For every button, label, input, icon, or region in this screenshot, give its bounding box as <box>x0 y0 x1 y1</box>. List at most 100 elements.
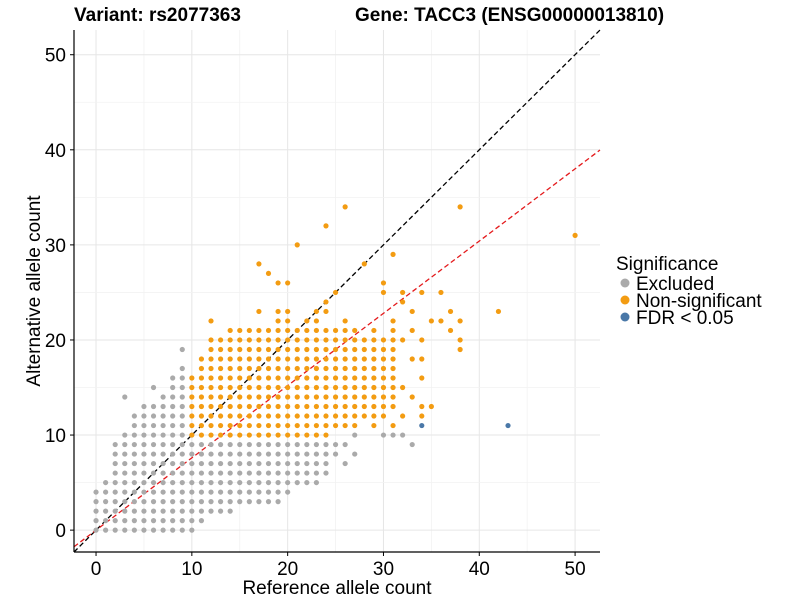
point-excluded <box>141 422 147 429</box>
point-non-significant <box>304 365 310 372</box>
point-excluded <box>141 460 147 467</box>
point-non-significant <box>227 394 233 400</box>
point-non-significant <box>256 422 262 429</box>
point-non-significant <box>246 394 252 400</box>
point-non-significant <box>265 337 272 343</box>
point-excluded <box>150 527 157 533</box>
point-excluded <box>131 527 137 533</box>
x-tick-label: 10 <box>181 559 202 580</box>
point-non-significant <box>457 318 463 324</box>
point-excluded <box>400 432 406 438</box>
point-excluded <box>112 489 118 495</box>
point-excluded <box>112 499 118 505</box>
point-non-significant <box>256 384 262 391</box>
point-excluded <box>170 460 176 467</box>
point-excluded <box>179 479 185 486</box>
point-non-significant <box>409 327 415 334</box>
point-non-significant <box>285 384 291 391</box>
point-non-significant <box>304 356 310 362</box>
point-non-significant <box>294 337 300 343</box>
point-non-significant <box>304 318 310 324</box>
point-non-significant <box>227 413 233 419</box>
point-excluded <box>208 508 214 514</box>
point-non-significant <box>361 403 367 410</box>
point-excluded <box>150 508 157 514</box>
point-non-significant <box>285 356 291 362</box>
point-excluded <box>103 499 109 505</box>
point-excluded <box>227 441 233 448</box>
legend: Significance ExcludedNon-significantFDR … <box>616 254 762 329</box>
point-non-significant <box>313 403 320 410</box>
point-excluded <box>237 460 243 467</box>
point-non-significant <box>246 327 252 334</box>
point-non-significant <box>361 375 367 381</box>
point-non-significant <box>189 403 195 410</box>
point-non-significant <box>380 384 387 391</box>
point-non-significant <box>323 384 329 391</box>
point-excluded <box>237 499 243 505</box>
point-non-significant <box>390 346 396 353</box>
point-non-significant <box>419 413 425 419</box>
point-excluded <box>246 451 252 457</box>
point-excluded <box>189 441 195 448</box>
point-excluded <box>103 489 109 495</box>
point-non-significant <box>246 337 252 343</box>
point-non-significant <box>265 270 272 277</box>
point-non-significant <box>400 413 406 419</box>
point-excluded <box>179 518 185 524</box>
point-non-significant <box>304 375 310 381</box>
point-excluded <box>294 479 300 486</box>
point-excluded <box>141 527 147 533</box>
point-excluded <box>237 451 243 457</box>
legend-title: Significance <box>616 254 718 275</box>
point-excluded <box>275 489 281 495</box>
point-excluded <box>112 451 118 457</box>
point-excluded <box>170 518 176 524</box>
point-non-significant <box>419 356 425 362</box>
point-non-significant <box>380 365 387 372</box>
point-excluded <box>150 432 157 438</box>
point-non-significant <box>380 356 387 362</box>
point-non-significant <box>332 394 339 400</box>
point-non-significant <box>246 346 252 353</box>
point-excluded <box>285 489 291 495</box>
point-non-significant <box>294 384 300 391</box>
point-excluded <box>189 527 195 533</box>
point-excluded <box>93 518 99 524</box>
point-non-significant <box>313 432 320 438</box>
point-non-significant <box>275 346 281 353</box>
point-excluded <box>150 460 157 467</box>
point-non-significant <box>457 337 463 343</box>
point-excluded <box>131 451 137 457</box>
point-excluded <box>304 470 310 476</box>
x-tick-label: 20 <box>277 559 298 580</box>
point-excluded <box>198 441 205 448</box>
chart-title-variant: Variant: rs2077363 <box>74 5 241 26</box>
point-excluded <box>352 432 358 438</box>
point-excluded <box>246 499 252 505</box>
point-non-significant <box>304 403 310 410</box>
point-non-significant <box>342 375 348 381</box>
point-non-significant <box>409 394 415 400</box>
y-axis-title: Alternative allele count <box>24 195 45 387</box>
point-excluded <box>342 441 348 448</box>
point-non-significant <box>428 403 434 410</box>
point-non-significant <box>332 413 339 419</box>
point-excluded <box>160 499 166 505</box>
point-excluded <box>208 441 214 448</box>
point-excluded <box>217 441 224 448</box>
point-excluded <box>131 518 137 524</box>
point-non-significant <box>217 394 224 400</box>
point-excluded <box>112 470 118 476</box>
point-excluded <box>246 441 252 448</box>
point-non-significant <box>237 384 243 391</box>
point-non-significant <box>256 413 262 419</box>
point-excluded <box>170 470 176 476</box>
point-excluded <box>189 499 195 505</box>
point-non-significant <box>237 403 243 410</box>
point-non-significant <box>275 413 281 419</box>
point-excluded <box>150 384 157 391</box>
y-tick-label: 10 <box>45 426 66 447</box>
point-non-significant <box>409 356 415 362</box>
point-non-significant <box>256 346 262 353</box>
